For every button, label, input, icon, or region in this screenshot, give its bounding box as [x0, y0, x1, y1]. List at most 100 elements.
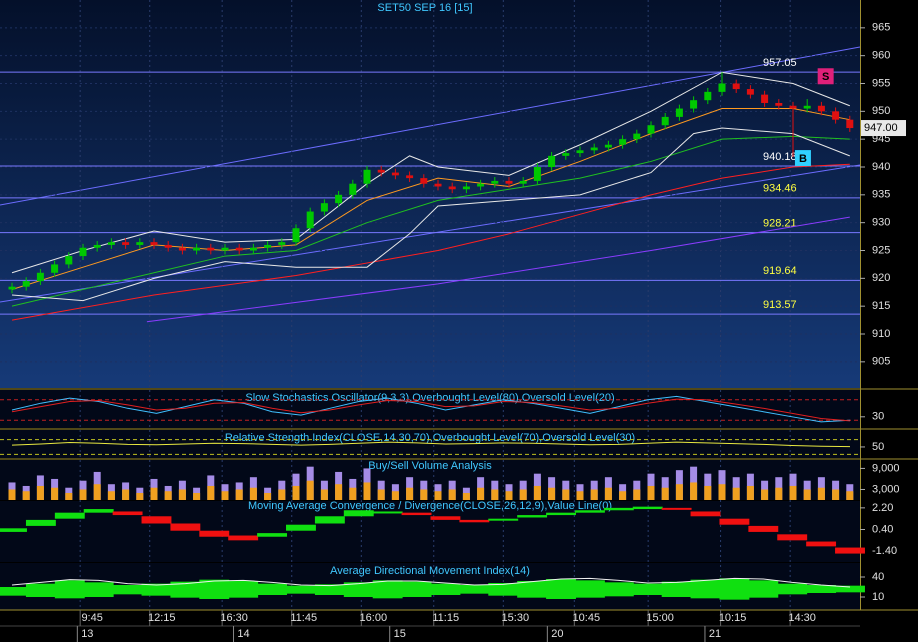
candle-body — [93, 244, 101, 248]
candle-body — [207, 247, 215, 251]
band-segment — [199, 579, 230, 599]
candle-body — [65, 256, 73, 265]
band-segment — [546, 512, 576, 516]
candle-body — [193, 247, 201, 251]
band-segment — [632, 506, 663, 510]
candle-body — [619, 139, 627, 145]
band-segment — [632, 583, 663, 595]
band-segment — [517, 515, 548, 518]
band-segment — [199, 530, 230, 537]
band-segment — [343, 582, 374, 597]
candle-body — [164, 244, 172, 248]
band-segment — [343, 510, 374, 517]
volume-bar — [391, 491, 399, 500]
y-tick-label: 3,000 — [872, 483, 900, 495]
volume-bar — [193, 492, 201, 500]
band-segment — [112, 511, 143, 516]
y-tick-label: 960 — [872, 50, 890, 62]
candle-body — [832, 111, 840, 120]
candle-body — [306, 211, 314, 229]
day-label: 20 — [551, 628, 563, 640]
band-segment — [314, 516, 345, 524]
candle-body — [335, 194, 343, 204]
volume-bar — [420, 489, 428, 500]
volume-bar — [164, 491, 172, 500]
band-segment — [25, 583, 56, 597]
candle-body — [661, 116, 669, 126]
band-segment — [835, 547, 865, 554]
candle-body — [732, 83, 740, 90]
volume-bar — [562, 489, 570, 500]
band-segment — [228, 581, 259, 598]
volume-bar — [746, 485, 754, 500]
volume-bar — [477, 487, 485, 500]
y-tick-label: 965 — [872, 22, 890, 34]
volume-panel — [0, 460, 860, 500]
band-segment — [777, 534, 808, 541]
band-segment — [574, 580, 605, 598]
panel-title: Moving Average Convergence / Divergence(… — [248, 500, 612, 512]
indicator-line — [11, 135, 850, 307]
volume-bar — [278, 489, 286, 500]
indicator-line — [146, 216, 850, 323]
volume-bar — [8, 489, 16, 500]
candle-body — [505, 180, 513, 184]
volume-bar — [604, 487, 612, 500]
volume-bar — [377, 489, 385, 500]
candle-body — [704, 91, 712, 101]
candle-body — [264, 244, 272, 248]
volume-bar — [704, 485, 712, 500]
price-level-label: 919.64 — [763, 265, 797, 277]
band-segment — [488, 518, 519, 521]
volume-bar — [505, 491, 513, 500]
band-segment — [372, 511, 403, 514]
indicator-line — [11, 577, 851, 588]
candle-body — [36, 272, 44, 282]
candle-body — [803, 105, 811, 109]
candle-body — [79, 247, 87, 257]
y-tick-label: 955 — [872, 77, 890, 89]
band-segment — [54, 580, 85, 599]
band-segment — [777, 583, 808, 595]
candle-body — [718, 83, 726, 92]
candle-body — [51, 264, 59, 273]
indicator-line — [11, 163, 850, 321]
price-level-label: 928.21 — [763, 218, 797, 230]
band-segment — [401, 581, 432, 597]
volume-bar — [363, 482, 371, 500]
band-segment — [170, 523, 201, 531]
candle-body — [178, 247, 186, 251]
x-tick-label: 16:30 — [220, 612, 248, 624]
volume-bar — [207, 485, 215, 500]
band-segment — [690, 511, 721, 517]
band-segment — [141, 583, 172, 596]
band-segment — [257, 583, 288, 595]
candle-body — [221, 247, 229, 251]
trend-line — [0, 46, 861, 206]
volume-bar — [491, 489, 499, 500]
volume-bar — [36, 485, 44, 500]
volume-bar — [619, 491, 627, 500]
band-segment — [517, 581, 548, 598]
band-segment — [603, 507, 634, 511]
volume-bar — [22, 491, 30, 500]
candle-body — [406, 175, 414, 179]
band-segment — [0, 528, 27, 532]
y-tick-label: 950 — [872, 105, 890, 117]
y-tick-label: 935 — [872, 189, 890, 201]
volume-bar — [775, 487, 783, 500]
price-level-label: 940.18 — [763, 151, 797, 163]
candle-body — [775, 102, 783, 106]
volume-bar — [136, 492, 144, 500]
volume-bar — [817, 487, 825, 500]
band-segment — [806, 585, 837, 593]
candle-body — [235, 247, 243, 251]
y-tick-label: 915 — [872, 300, 890, 312]
last-price-label: 947.00 — [864, 122, 898, 134]
x-tick-label: 15:00 — [646, 612, 674, 624]
band-segment — [488, 583, 519, 596]
volume-bar — [320, 489, 328, 500]
volume-bar — [633, 489, 641, 500]
candle-body — [320, 203, 328, 212]
